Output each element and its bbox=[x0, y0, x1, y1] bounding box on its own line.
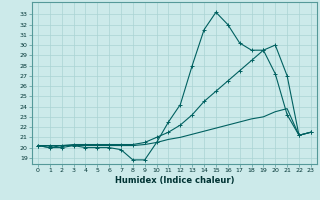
X-axis label: Humidex (Indice chaleur): Humidex (Indice chaleur) bbox=[115, 176, 234, 185]
